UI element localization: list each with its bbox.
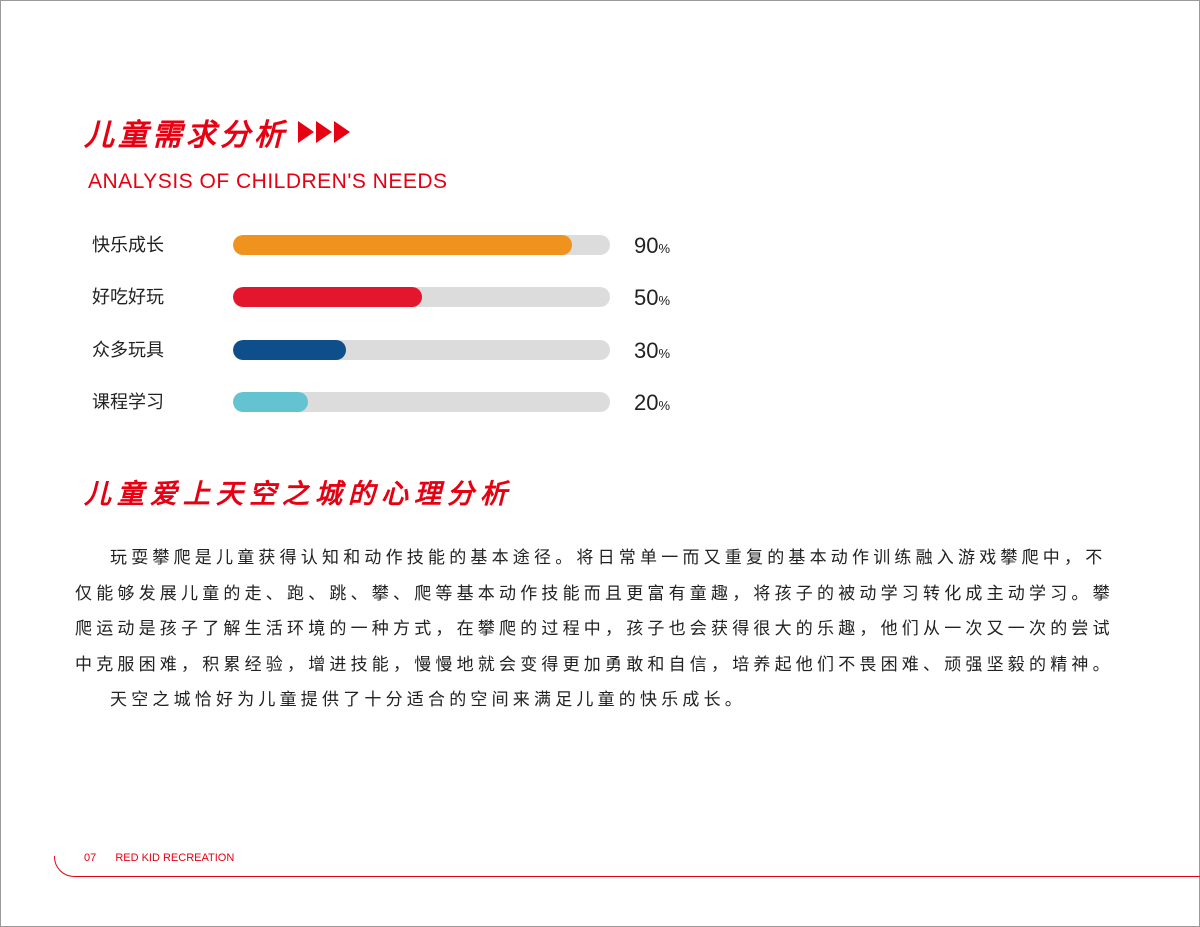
footer: 07 RED KID RECREATION <box>84 852 234 864</box>
bar-fill <box>233 392 309 412</box>
bar-value-label: 30% <box>634 337 670 368</box>
triple-arrow-icon <box>298 121 352 143</box>
bar-value-unit: % <box>658 241 671 256</box>
bar-track <box>233 392 610 412</box>
section-title-psychology: 儿童爱上天空之城的心理分析 <box>84 479 513 510</box>
bar-row: 众多玩具 30% <box>0 337 1200 369</box>
bar-fill <box>233 235 573 255</box>
bar-value-unit: % <box>658 398 671 413</box>
page-number: 07 <box>84 852 97 864</box>
footer-brand: RED KID RECREATION <box>115 852 235 864</box>
section-subtitle: ANALYSIS OF CHILDREN'S NEEDS <box>88 170 448 193</box>
bar-fill <box>233 287 422 307</box>
bar-label: 好吃好玩 <box>92 287 164 308</box>
bar-track <box>233 340 610 360</box>
bar-label: 快乐成长 <box>92 235 164 256</box>
bar-value-label: 20% <box>634 389 670 420</box>
bar-row: 课程学习 20% <box>0 389 1200 421</box>
bar-value-label: 50% <box>634 284 670 315</box>
bar-fill <box>233 340 347 360</box>
bar-value-label: 90% <box>634 232 670 263</box>
bar-value-unit: % <box>658 346 671 361</box>
paragraph: 天空之城恰好为儿童提供了十分适合的空间来满足儿童的快乐成长。 <box>110 690 746 710</box>
bar-track <box>233 235 610 255</box>
bar-track <box>233 287 610 307</box>
bar-value-number: 30 <box>634 338 659 363</box>
bar-value-unit: % <box>658 293 671 308</box>
bar-row: 快乐成长 90% <box>0 232 1200 264</box>
footer-divider <box>118 876 1200 877</box>
paragraph: 玩耍攀爬是儿童获得认知和动作技能的基本途径。将日常单一而又重复的基本动作训练融入… <box>75 548 1114 675</box>
section-title-text: 儿童需求分析 <box>84 118 288 153</box>
section-title-needs: 儿童需求分析 <box>84 110 352 154</box>
bar-value-number: 50 <box>634 285 659 310</box>
bar-value-number: 20 <box>634 390 659 415</box>
bar-value-number: 90 <box>634 233 659 258</box>
analysis-body: 玩耍攀爬是儿童获得认知和动作技能的基本途径。将日常单一而又重复的基本动作训练融入… <box>75 541 1115 719</box>
bar-label: 众多玩具 <box>92 340 164 361</box>
bar-label: 课程学习 <box>92 392 164 413</box>
bar-row: 好吃好玩 50% <box>0 284 1200 316</box>
